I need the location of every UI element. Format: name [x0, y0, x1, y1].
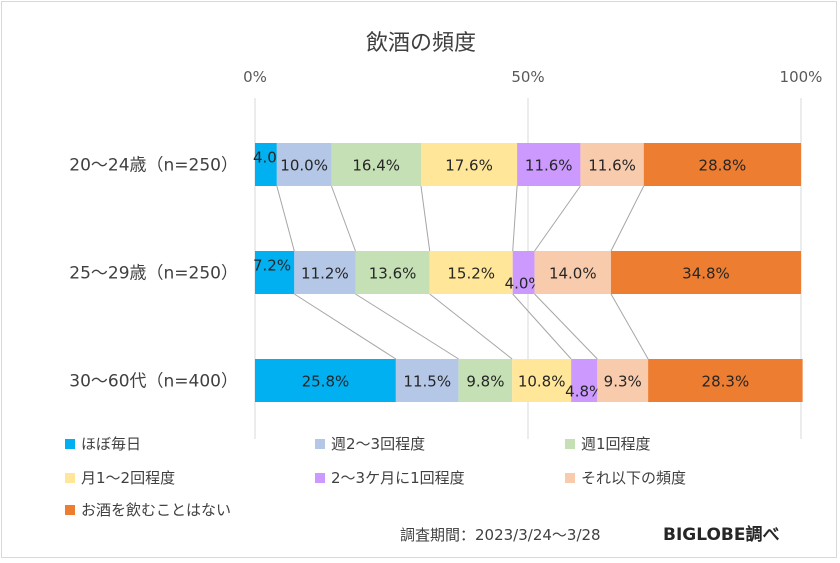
- legend-swatch: [65, 505, 75, 515]
- connector-line: [429, 293, 513, 360]
- bar-segment: [255, 251, 295, 294]
- bar-segment: [643, 143, 801, 186]
- x-tick-label: 50%: [511, 68, 544, 86]
- category-label: 30～60代（n=400）: [69, 372, 238, 392]
- data-label: 16.4%: [352, 157, 400, 175]
- bar-segment: [648, 359, 803, 402]
- connector-line: [420, 185, 431, 252]
- legend-swatch: [565, 473, 575, 483]
- data-label: 9.8%: [466, 373, 504, 391]
- data-label: 11.6%: [525, 157, 573, 175]
- data-label: 25.8%: [302, 373, 350, 391]
- data-label: 4.8%: [565, 383, 603, 401]
- connector-line: [330, 185, 356, 252]
- data-label: 9.3%: [604, 373, 642, 391]
- connector-line: [512, 293, 572, 360]
- connector-line: [355, 293, 459, 360]
- data-label: 11.6%: [588, 157, 636, 175]
- legend-swatch: [315, 473, 325, 483]
- data-label: 14.0%: [549, 265, 597, 283]
- data-label: 13.6%: [369, 265, 417, 283]
- x-tick-label: 0%: [243, 68, 267, 86]
- legend-label: それ以下の頻度: [581, 469, 686, 487]
- bar-segment: [458, 359, 513, 402]
- category-label: 20～24歳（n=250）: [69, 156, 238, 176]
- bar-segment: [429, 251, 513, 294]
- bar-segment: [331, 143, 421, 186]
- bar-segment: [355, 251, 430, 294]
- connector-line: [534, 293, 598, 360]
- legend-label: 月1～2回程度: [81, 469, 175, 487]
- legend-label: お酒を飲むことはない: [81, 501, 231, 519]
- data-label: 11.5%: [403, 373, 451, 391]
- category-label: 25～29歳（n=250）: [69, 264, 238, 284]
- bar-segment: [512, 251, 535, 294]
- data-label: 7.2%: [253, 257, 291, 275]
- bar-segment: [512, 359, 572, 402]
- source-credit: BIGLOBE調べ: [663, 524, 780, 545]
- legend-swatch: [565, 439, 575, 449]
- bar-segment: [395, 359, 459, 402]
- legend-swatch: [65, 439, 75, 449]
- data-label: 10.0%: [280, 157, 328, 175]
- bar-segment: [517, 143, 581, 186]
- data-label: 10.8%: [518, 373, 566, 391]
- legend-label: ほぼ毎日: [81, 435, 141, 453]
- bar-segment: [255, 143, 277, 186]
- data-label: 28.3%: [702, 373, 750, 391]
- x-tick-labels: 0% 50% 100%: [243, 68, 822, 86]
- category-labels: 20～24歳（n=250） 25～29歳（n=250） 30～60代（n=400）: [69, 156, 238, 392]
- bar-segment: [610, 251, 801, 294]
- data-label: 28.8%: [699, 157, 747, 175]
- legend-swatch: [65, 473, 75, 483]
- legend-label: 週2～3回程度: [331, 435, 425, 453]
- series-connector-lines: [276, 185, 649, 360]
- data-label: 15.2%: [447, 265, 495, 283]
- x-tick-label: 100%: [780, 68, 823, 86]
- bars: 4.0% 10.0% 16.4% 17.6% 11.6% 11.6% 28.8% 7.2% 11…: [253, 143, 803, 402]
- connector-line: [276, 185, 295, 252]
- data-label: 11.2%: [301, 265, 349, 283]
- chart-title: 飲酒の頻度: [366, 31, 476, 56]
- connector-line: [610, 185, 645, 252]
- bar-segment: [255, 359, 396, 402]
- legend-label: 週1回程度: [581, 435, 651, 453]
- connector-line: [512, 185, 518, 252]
- bar-segment: [276, 143, 332, 186]
- bar-segment: [420, 143, 518, 186]
- bar-segment: [294, 251, 356, 294]
- bar-segment: [571, 359, 598, 402]
- data-label: 4.0%: [505, 275, 543, 293]
- legend-label: 2～3ケ月に1回程度: [331, 469, 465, 487]
- connector-line: [294, 293, 397, 360]
- connector-line: [610, 293, 649, 360]
- legend-swatch: [315, 439, 325, 449]
- data-label: 34.8%: [682, 265, 730, 283]
- bar-segment: [534, 251, 611, 294]
- connector-line: [534, 185, 581, 252]
- bar-segment: [597, 359, 649, 402]
- bar-segment: [580, 143, 644, 186]
- survey-period: 調査期間：2023/3/24～3/28: [400, 526, 601, 544]
- data-label: 17.6%: [445, 157, 493, 175]
